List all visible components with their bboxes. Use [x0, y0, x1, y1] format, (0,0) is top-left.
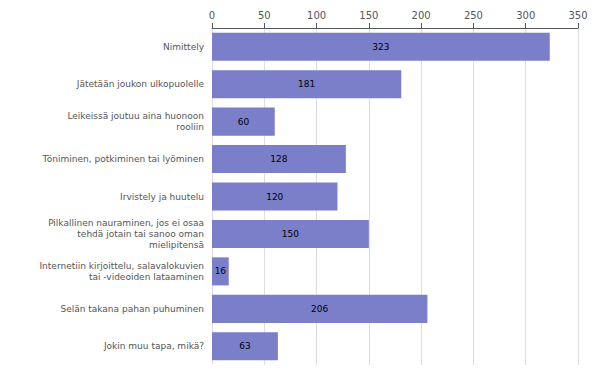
svg-text:Irvistely ja huutelu: Irvistely ja huutelu	[120, 192, 204, 202]
svg-text:181: 181	[298, 79, 315, 89]
svg-text:150: 150	[359, 10, 378, 21]
svg-text:60: 60	[238, 117, 250, 127]
svg-text:300: 300	[516, 10, 535, 21]
svg-text:100: 100	[307, 10, 326, 21]
svg-text:63: 63	[239, 341, 250, 351]
svg-text:rooliin: rooliin	[176, 122, 204, 132]
svg-text:Selän takana pahan puhuminen: Selän takana pahan puhuminen	[60, 304, 204, 314]
svg-text:mielipitensä: mielipitensä	[149, 240, 204, 250]
svg-text:Töniminen, potkiminen tai lyöm: Töniminen, potkiminen tai lyöminen	[42, 154, 204, 164]
svg-text:0: 0	[209, 10, 215, 21]
svg-text:250: 250	[464, 10, 483, 21]
svg-text:Pilkallinen nauraminen, jos ei: Pilkallinen nauraminen, jos ei osaa	[48, 218, 204, 228]
svg-text:Jokin muu tapa, mikä?: Jokin muu tapa, mikä?	[103, 341, 204, 351]
svg-text:tai -videoiden lataaminen: tai -videoiden lataaminen	[89, 272, 204, 282]
svg-text:16: 16	[215, 266, 227, 276]
svg-text:Nimittely: Nimittely	[163, 42, 205, 52]
svg-text:206: 206	[311, 304, 328, 314]
svg-text:Internetiin kirjoittelu, salav: Internetiin kirjoittelu, salavalokuvien	[39, 261, 204, 271]
svg-text:Leikeissä joutuu aina huonoon: Leikeissä joutuu aina huonoon	[67, 111, 204, 121]
svg-text:350: 350	[568, 10, 587, 21]
svg-text:128: 128	[270, 154, 287, 164]
svg-text:323: 323	[372, 42, 389, 52]
svg-text:120: 120	[266, 192, 283, 202]
svg-text:150: 150	[282, 229, 299, 239]
svg-text:Jätetään joukon ulkopuolelle: Jätetään joukon ulkopuolelle	[76, 79, 205, 89]
svg-text:tehdä jotain tai sanoo oman: tehdä jotain tai sanoo oman	[77, 229, 204, 239]
svg-text:200: 200	[412, 10, 431, 21]
svg-text:50: 50	[258, 10, 271, 21]
